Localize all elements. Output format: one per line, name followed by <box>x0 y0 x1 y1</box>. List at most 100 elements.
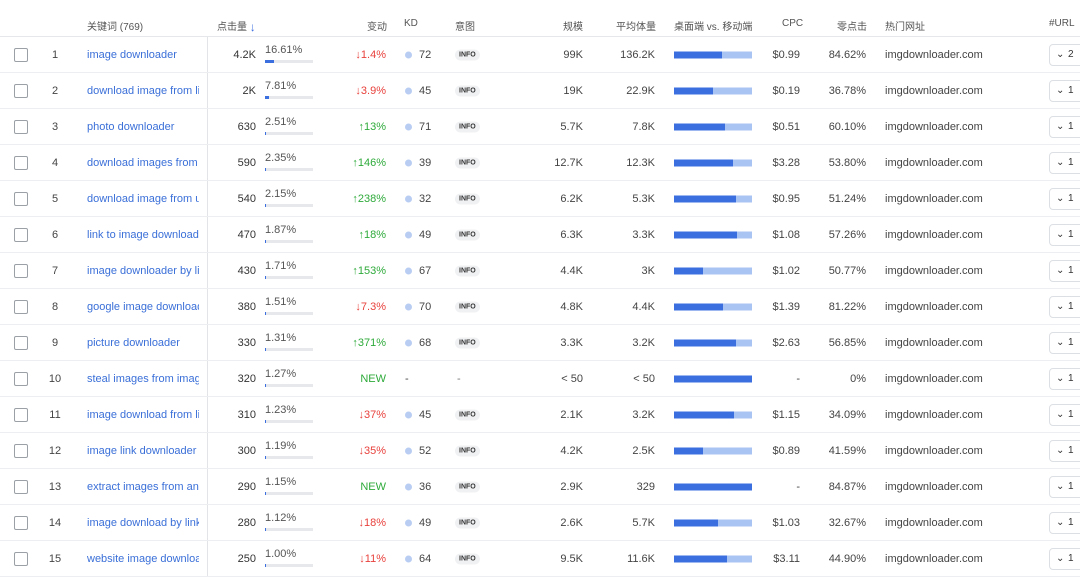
keyword-link[interactable]: picture downloader <box>87 336 180 349</box>
column-divider <box>207 505 208 540</box>
keyword-link[interactable]: website image download <box>87 552 199 565</box>
col-desktop-mobile[interactable]: 桌面端 vs. 移动端 <box>674 22 753 33</box>
url-count-dropdown[interactable]: ⌄ 1 <box>1049 151 1080 174</box>
top-url-link[interactable]: imgdownloader.com <box>885 552 983 565</box>
url-count-value: 1 <box>1068 300 1074 312</box>
keyword-link[interactable]: steal images from image <box>87 372 199 385</box>
keyword-link[interactable]: image downloader <box>87 48 177 61</box>
row-checkbox[interactable] <box>14 335 28 350</box>
desktop-share-fill <box>674 159 733 166</box>
kd-dot-icon <box>405 159 412 166</box>
row-index: 15 <box>48 552 62 565</box>
intent-badge: INFO <box>455 49 480 60</box>
col-intent[interactable]: 意图 <box>455 22 475 33</box>
top-url-link[interactable]: imgdownloader.com <box>885 84 983 97</box>
col-cpc[interactable]: CPC <box>782 18 804 29</box>
top-url-link[interactable]: imgdownloader.com <box>885 300 983 313</box>
row-checkbox[interactable] <box>14 227 28 242</box>
col-url-count[interactable]: #URL <box>1049 18 1075 29</box>
top-url-link[interactable]: imgdownloader.com <box>885 48 983 61</box>
col-avg-volume[interactable]: 平均体量 <box>616 22 656 33</box>
row-checkbox[interactable] <box>14 83 28 98</box>
url-count-dropdown[interactable]: ⌄ 1 <box>1049 79 1080 102</box>
top-url-link[interactable]: imgdownloader.com <box>885 192 983 205</box>
url-count-dropdown[interactable]: ⌄ 1 <box>1049 295 1080 318</box>
col-change[interactable]: 变动 <box>367 22 387 33</box>
row-checkbox[interactable] <box>14 479 28 494</box>
url-count-dropdown[interactable]: ⌄ 1 <box>1049 367 1080 390</box>
desktop-mobile-bar <box>674 195 752 202</box>
keyword-link[interactable]: download images from <box>87 156 198 169</box>
url-count-dropdown[interactable]: ⌄ 1 <box>1049 403 1080 426</box>
url-count-value: 1 <box>1068 516 1074 528</box>
top-url-link[interactable]: imgdownloader.com <box>885 516 983 529</box>
url-count-dropdown[interactable]: ⌄ 1 <box>1049 259 1080 282</box>
kd-value: 52 <box>419 444 432 457</box>
keyword-link[interactable]: photo downloader <box>87 120 175 133</box>
top-url-link[interactable]: imgdownloader.com <box>885 120 983 133</box>
keyword-link[interactable]: download image from link <box>87 84 199 97</box>
url-count-value: 1 <box>1068 120 1074 132</box>
cpc-value: $0.99 <box>772 48 800 61</box>
top-url-link[interactable]: imgdownloader.com <box>885 264 983 277</box>
keyword-link[interactable]: link to image downloader <box>87 228 199 241</box>
url-count-dropdown[interactable]: ⌄ 1 <box>1049 547 1080 570</box>
url-count-dropdown[interactable]: ⌄ 1 <box>1049 331 1080 354</box>
clicks-value: 380 <box>237 300 256 313</box>
row-checkbox[interactable] <box>14 443 28 458</box>
row-checkbox[interactable] <box>14 47 28 62</box>
table-row: 13 extract images from and 290 1.15% NEW… <box>0 469 1080 505</box>
keyword-link[interactable]: image download by link <box>87 516 199 529</box>
keyword-link[interactable]: image downloader by link <box>87 264 199 277</box>
column-divider <box>207 73 208 108</box>
row-index: 4 <box>51 156 59 169</box>
keyword-link[interactable]: download image from url <box>87 192 199 205</box>
top-url-link[interactable]: imgdownloader.com <box>885 228 983 241</box>
url-count-dropdown[interactable]: ⌄ 1 <box>1049 439 1080 462</box>
table-row: 4 download images from 590 2.35% ↑146% 3… <box>0 145 1080 181</box>
clicks-share-bar <box>265 528 313 531</box>
volume-value: 19K <box>563 84 583 97</box>
url-count-value: 1 <box>1068 552 1074 564</box>
row-checkbox[interactable] <box>14 263 28 278</box>
top-url-link[interactable]: imgdownloader.com <box>885 156 983 169</box>
keyword-link[interactable]: image link downloader <box>87 444 197 457</box>
row-checkbox[interactable] <box>14 515 28 530</box>
col-zero-click[interactable]: 零点击 <box>837 22 867 33</box>
avg-volume-value: 12.3K <box>626 156 655 169</box>
cpc-value: $3.11 <box>773 552 800 565</box>
top-url-link[interactable]: imgdownloader.com <box>885 408 983 421</box>
row-checkbox[interactable] <box>14 299 28 314</box>
url-count-dropdown[interactable]: ⌄ 1 <box>1049 187 1080 210</box>
intent-badge: INFO <box>455 121 480 132</box>
keyword-link[interactable]: image download from link <box>87 408 199 421</box>
clicks-value: 4.2K <box>233 48 256 61</box>
zero-click-value: 81.22% <box>828 300 866 313</box>
zero-click-value: 0% <box>850 372 866 385</box>
top-url-link[interactable]: imgdownloader.com <box>885 372 983 385</box>
col-clicks[interactable]: 点击量 ↓ <box>217 18 256 34</box>
row-checkbox[interactable] <box>14 551 28 566</box>
url-count-dropdown[interactable]: ⌄ 1 <box>1049 223 1080 246</box>
row-checkbox[interactable] <box>14 371 28 386</box>
row-checkbox[interactable] <box>14 191 28 206</box>
url-count-dropdown[interactable]: ⌄ 1 <box>1049 115 1080 138</box>
desktop-share-fill <box>674 339 736 346</box>
url-count-dropdown[interactable]: ⌄ 2 <box>1049 43 1080 66</box>
col-keyword[interactable]: 关键词 (769) <box>87 22 144 33</box>
top-url-link[interactable]: imgdownloader.com <box>885 336 983 349</box>
top-url-link[interactable]: imgdownloader.com <box>885 444 983 457</box>
url-count-dropdown[interactable]: ⌄ 1 <box>1049 511 1080 534</box>
col-top-url[interactable]: 热门网址 <box>885 22 925 33</box>
top-url-link[interactable]: imgdownloader.com <box>885 480 983 493</box>
row-checkbox[interactable] <box>14 155 28 170</box>
keyword-link[interactable]: extract images from and <box>87 480 199 493</box>
zero-click-value: 32.67% <box>828 516 866 529</box>
row-checkbox[interactable] <box>14 119 28 134</box>
sort-desc-icon[interactable]: ↓ <box>249 20 256 34</box>
col-kd[interactable]: KD <box>404 18 418 29</box>
col-volume[interactable]: 规模 <box>563 22 583 33</box>
keyword-link[interactable]: google image downloader <box>87 300 199 313</box>
url-count-dropdown[interactable]: ⌄ 1 <box>1049 475 1080 498</box>
row-checkbox[interactable] <box>14 407 28 422</box>
